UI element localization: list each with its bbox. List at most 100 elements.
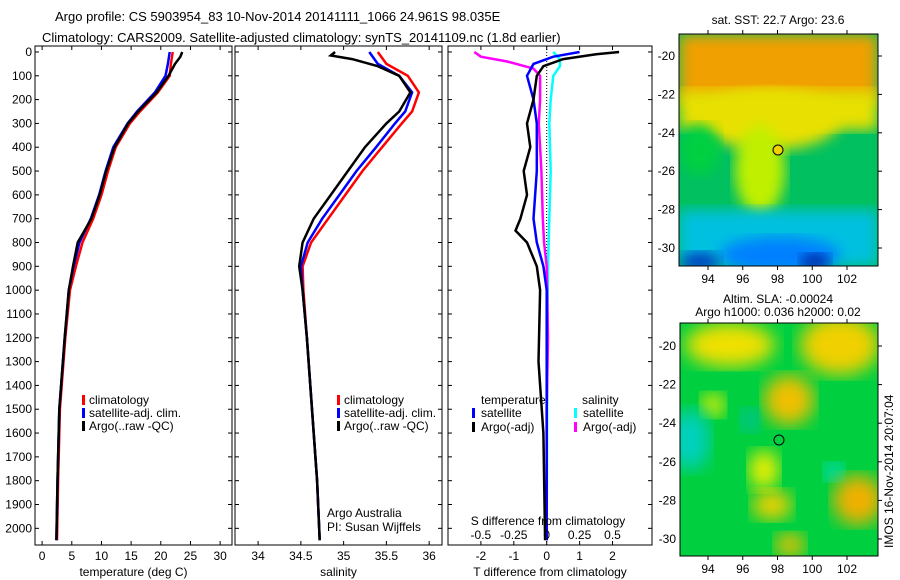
temperature-line-0 [55, 51, 174, 541]
x-tick-label: 0 [543, 549, 550, 563]
x-tick-label: 25 [184, 549, 198, 563]
legend-swatch [574, 422, 577, 432]
title-line-2: Climatology: CARS2009. Satellite-adjuste… [42, 30, 561, 45]
legend-swatch [82, 408, 85, 418]
legend-swatch [472, 408, 475, 418]
sst-map-frame [678, 33, 879, 267]
temperature-frame [34, 45, 233, 546]
x-tick-label: 15 [124, 549, 138, 563]
x-axis-label: temperature (deg C) [79, 565, 187, 579]
x-tick-label: 35 [337, 549, 351, 563]
s-tick-label: -0.5 [471, 528, 492, 542]
legend-label: Argo(-adj) [583, 420, 636, 434]
map-y-tick-label: -22 [658, 87, 676, 101]
y-tick-label: 200 [12, 93, 32, 107]
legend-label: satellite-adj. clim. [89, 406, 181, 420]
y-tick-label: 1900 [5, 498, 32, 512]
y-tick-label: 800 [12, 236, 32, 250]
y-tick-label: 1200 [5, 331, 32, 345]
y-tick-label: 500 [12, 164, 32, 178]
salinity-line-2 [297, 51, 412, 541]
legend-label: climatology [89, 393, 149, 407]
x-tick-label: 34.5 [289, 549, 313, 563]
title-line-1: Argo profile: CS 5903954_83 10-Nov-2014 … [55, 9, 501, 24]
legend-label: Argo(..raw -QC) [344, 419, 429, 433]
s-tick-label: -0.25 [500, 528, 528, 542]
legend-swatch [82, 395, 85, 405]
x-tick-label: -2 [476, 549, 487, 563]
map-y-tick-label: -24 [658, 126, 676, 140]
sla-argo-marker [773, 434, 785, 446]
x-tick-label: 20 [154, 549, 168, 563]
sst-map [679, 34, 878, 266]
salinity-line-1 [299, 51, 414, 541]
y-tick-label: 1500 [5, 402, 32, 416]
y-tick-label: 900 [12, 259, 32, 273]
diff-line-2 [545, 51, 562, 541]
y-tick-label: 2000 [5, 521, 32, 535]
map-y-tick-label: -28 [658, 203, 676, 217]
x-tick-label: 35.5 [375, 549, 399, 563]
legend-swatch [337, 395, 340, 405]
map-y-tick-label: -30 [659, 532, 677, 546]
map-x-tick-label: 98 [771, 272, 785, 286]
x-tick-label: 10 [95, 549, 109, 563]
y-tick-label: 1600 [5, 426, 32, 440]
map-x-tick-label: 94 [701, 272, 715, 286]
map-x-tick-label: 100 [802, 562, 822, 576]
x-tick-label: 30 [213, 549, 227, 563]
diff-line-1 [514, 50, 620, 541]
legend-swatch [574, 408, 577, 418]
x-tick-label: 2 [609, 549, 616, 563]
sla-map-subtitle: Argo h1000: 0.036 h2000: 0.02 [695, 305, 861, 319]
map-y-tick-label: -26 [659, 455, 677, 469]
y-tick-label: 700 [12, 212, 32, 226]
y-tick-label: 300 [12, 116, 32, 130]
sst-map-title: sat. SST: 22.7 Argo: 23.6 [712, 13, 845, 27]
y-tick-label: 600 [12, 188, 32, 202]
map-x-tick-label: 98 [771, 562, 785, 576]
x-axis-label: T difference from climatology [473, 565, 627, 579]
annotation-line: Argo Australia [327, 506, 402, 520]
s-tick-label: 0.5 [604, 528, 621, 542]
map-y-tick-label: -28 [659, 493, 677, 507]
sla-map-frame [679, 322, 879, 557]
temperature-line-1 [55, 51, 171, 541]
sla-map [680, 323, 878, 556]
map-y-tick-label: -24 [659, 416, 677, 430]
legend-label: Argo(-adj) [481, 420, 534, 434]
y-tick-label: 400 [12, 140, 32, 154]
legend-swatch [337, 421, 340, 431]
s-tick-label: 0 [543, 528, 550, 542]
y-tick-label: 1800 [5, 474, 32, 488]
x-tick-label: 0 [39, 549, 46, 563]
difference-frame [447, 45, 653, 546]
sla-map-title: Altim. SLA: -0.00024 [723, 292, 833, 306]
legend-swatch [472, 422, 475, 432]
map-x-tick-label: 94 [701, 562, 715, 576]
map-y-tick-label: -20 [659, 339, 677, 353]
sst-argo-marker [772, 144, 784, 156]
map-x-tick-label: 102 [837, 272, 857, 286]
imos-footer: IMOS 16-Nov-2014 20:07:04 [882, 394, 896, 548]
salinity-frame [234, 45, 443, 546]
s-axis-label: S difference from climatology [471, 514, 626, 528]
legend-swatch [337, 408, 340, 418]
diff-line-0 [525, 50, 580, 541]
map-y-tick-label: -30 [658, 241, 676, 255]
x-tick-label: 1 [576, 549, 583, 563]
y-tick-label: 1400 [5, 378, 32, 392]
salinity-line-0 [301, 51, 421, 541]
y-tick-label: 1300 [5, 355, 32, 369]
map-x-tick-label: 100 [802, 272, 822, 286]
x-tick-label: 5 [68, 549, 75, 563]
annotation-line: PI: Susan Wijffels [327, 520, 421, 534]
x-tick-label: 36 [422, 549, 436, 563]
map-x-tick-label: 102 [837, 562, 857, 576]
y-tick-label: 1700 [5, 450, 32, 464]
y-tick-label: 0 [25, 45, 32, 59]
x-tick-label: -1 [508, 549, 519, 563]
map-y-tick-label: -20 [658, 49, 676, 63]
legend-label: satellite-adj. clim. [344, 406, 436, 420]
